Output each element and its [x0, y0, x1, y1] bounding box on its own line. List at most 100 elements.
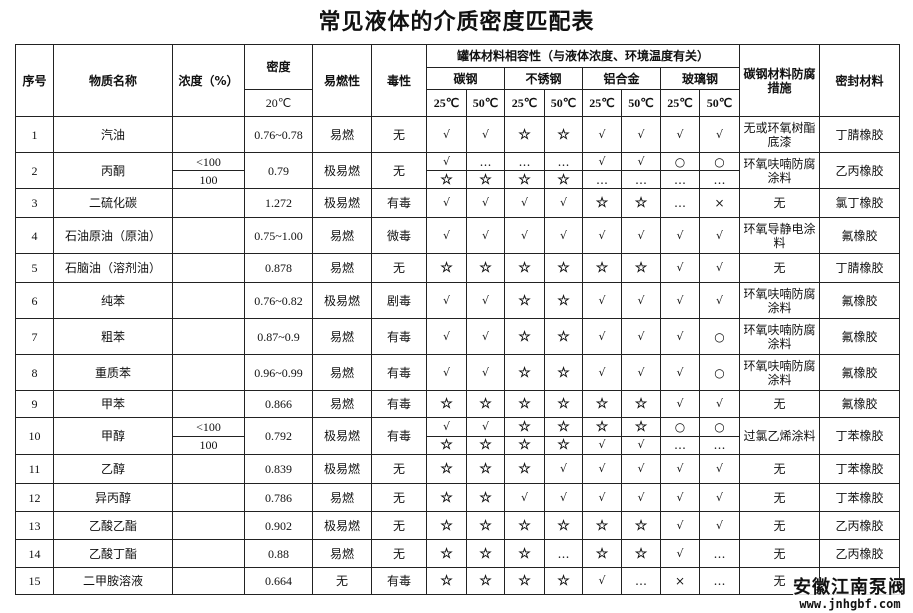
concentration: 100	[172, 170, 245, 189]
concentration	[172, 217, 245, 254]
compatibility-mark: √	[582, 217, 622, 254]
compatibility-mark: √	[660, 318, 700, 355]
compatibility-mark: √	[504, 188, 545, 218]
flammability: 易燃	[312, 354, 372, 391]
compatibility-mark: √	[466, 417, 505, 437]
substance-name: 重质苯	[53, 354, 173, 391]
flammability: 极易燃	[312, 511, 372, 540]
header-temp-50: 50℃	[466, 89, 505, 117]
compatibility-mark: √	[699, 217, 740, 254]
header-temp-25: 25℃	[660, 89, 700, 117]
compatibility-mark: √	[660, 539, 700, 568]
compatibility-mark: ☆	[504, 390, 545, 418]
substance-name: 二硫化碳	[53, 188, 173, 218]
compatibility-mark: ☆	[426, 390, 467, 418]
seal-material: 氟橡胶	[819, 217, 900, 254]
density-value: 0.76~0.78	[244, 116, 313, 153]
compatibility-mark: …	[544, 539, 583, 568]
compatibility-mark: √	[544, 217, 583, 254]
compatibility-mark: ☆	[621, 417, 661, 437]
compatibility-mark: ☆	[544, 170, 583, 189]
toxicity: 有毒	[371, 567, 427, 595]
table-row: 8 重质苯 0.96~0.99 易燃 有毒 √ √ ☆ ☆ √ √ √ ○ 环氧呋喃防腐涂料 氟橡胶	[15, 354, 900, 391]
seal-material: 乙丙橡胶	[819, 511, 900, 540]
compatibility-mark: √	[426, 152, 467, 171]
header-seal: 密封材料	[819, 44, 900, 117]
row-index: 7	[15, 318, 54, 355]
seal-material: 氯丁橡胶	[819, 188, 900, 218]
table-row: 10 甲醇 <100 0.792 极易燃 有毒 √ √ ☆ ☆ ☆ ☆ ○ ○ 过氯乙烯涂料 丁苯橡胶	[15, 417, 900, 455]
compatibility-mark: ○	[699, 318, 740, 355]
row-index: 12	[15, 483, 54, 512]
row-index: 5	[15, 253, 54, 283]
density-value: 0.87~0.9	[244, 318, 313, 355]
compatibility-mark: ×	[660, 567, 700, 595]
compatibility-mark: ☆	[466, 539, 505, 568]
header-temp-50: 50℃	[699, 89, 740, 117]
compatibility-mark: √	[660, 511, 700, 540]
concentration	[172, 354, 245, 391]
row-index: 10	[15, 417, 54, 455]
compatibility-mark: ☆	[504, 354, 545, 391]
concentration	[172, 539, 245, 568]
compatibility-mark: ☆	[544, 253, 583, 283]
compatibility-mark: ☆	[426, 567, 467, 595]
compatibility-mark: √	[660, 354, 700, 391]
header-density-temp: 20℃	[244, 89, 313, 117]
seal-material: 丁苯橡胶	[819, 483, 900, 512]
compatibility-mark: ☆	[504, 567, 545, 595]
seal-material: 乙丙橡胶	[819, 539, 900, 568]
density-value: 0.786	[244, 483, 313, 512]
compatibility-mark: √	[504, 483, 545, 512]
row-index: 14	[15, 539, 54, 568]
table-row: 14 乙酸丁酯 0.88 易燃无 ☆ ☆ ☆… ☆ ☆ √… 无乙丙橡胶	[15, 539, 900, 568]
corrosion-measure: 无或环氧树酯底漆	[739, 116, 820, 153]
toxicity: 微毒	[371, 217, 427, 254]
compatibility-mark: √	[466, 354, 505, 391]
table-row: 4 石油原油（原油） 0.75~1.00 易燃 微毒 √ √ √ √ √ √ √ √ 环氧导静电涂料 氟橡胶	[15, 217, 900, 254]
table-row: 13 乙酸乙酯 0.902 极易燃无 ☆ ☆ ☆ ☆ ☆ ☆ √ √ 无乙丙橡胶	[15, 511, 900, 540]
density-value: 0.792	[244, 417, 313, 455]
corrosion-measure: 环氧呋喃防腐涂料	[739, 354, 820, 391]
compatibility-mark: √	[466, 188, 505, 218]
compatibility-mark: ○	[660, 152, 700, 171]
compatibility-mark: …	[504, 152, 545, 171]
compatibility-mark: ☆	[544, 318, 583, 355]
seal-material: 氟橡胶	[819, 354, 900, 391]
compatibility-mark: √	[582, 116, 622, 153]
concentration	[172, 318, 245, 355]
compatibility-mark: √	[660, 390, 700, 418]
density-value: 0.878	[244, 253, 313, 283]
compatibility-mark: √	[544, 483, 583, 512]
compatibility-mark: √	[699, 282, 740, 319]
compatibility-mark: √	[699, 511, 740, 540]
compatibility-mark: ☆	[504, 539, 545, 568]
flammability: 极易燃	[312, 282, 372, 319]
header-stainless-steel: 不锈钢	[504, 67, 583, 90]
compatibility-mark: ☆	[544, 567, 583, 595]
compatibility-mark: ○	[699, 354, 740, 391]
compatibility-mark: √	[621, 116, 661, 153]
toxicity: 无	[371, 454, 427, 484]
flammability: 极易燃	[312, 152, 372, 189]
substance-name: 石油原油（原油）	[53, 217, 173, 254]
compatibility-mark: √	[426, 417, 467, 437]
concentration	[172, 567, 245, 595]
concentration: 100	[172, 435, 245, 455]
substance-name: 甲苯	[53, 390, 173, 418]
compatibility-mark: ☆	[544, 282, 583, 319]
density-value: 0.902	[244, 511, 313, 540]
compatibility-mark: √	[466, 217, 505, 254]
concentration: <100	[172, 417, 245, 437]
compatibility-mark: ☆	[466, 435, 505, 455]
table-row: 5 石脑油（溶剂油） 0.878 易燃无 ☆ ☆ ☆ ☆ ☆ ☆ √ √ 无丁腈橡胶	[15, 253, 900, 283]
substance-name: 丙酮	[53, 152, 173, 189]
row-index: 15	[15, 567, 54, 595]
compatibility-mark: ☆	[582, 253, 622, 283]
table-row: 2 丙酮 <100 0.79 极易燃无 √……… √ √ ○ ○ 环氧呋喃防腐涂料 乙丙橡胶	[15, 152, 900, 189]
substance-name: 粗苯	[53, 318, 173, 355]
density-value: 0.866	[244, 390, 313, 418]
density-value: 0.839	[244, 454, 313, 484]
table-row: 3 二硫化碳 1.272 极易燃 有毒 √ √ √ √ ☆ ☆… × 无氯丁橡胶	[15, 188, 900, 218]
flammability: 极易燃	[312, 188, 372, 218]
